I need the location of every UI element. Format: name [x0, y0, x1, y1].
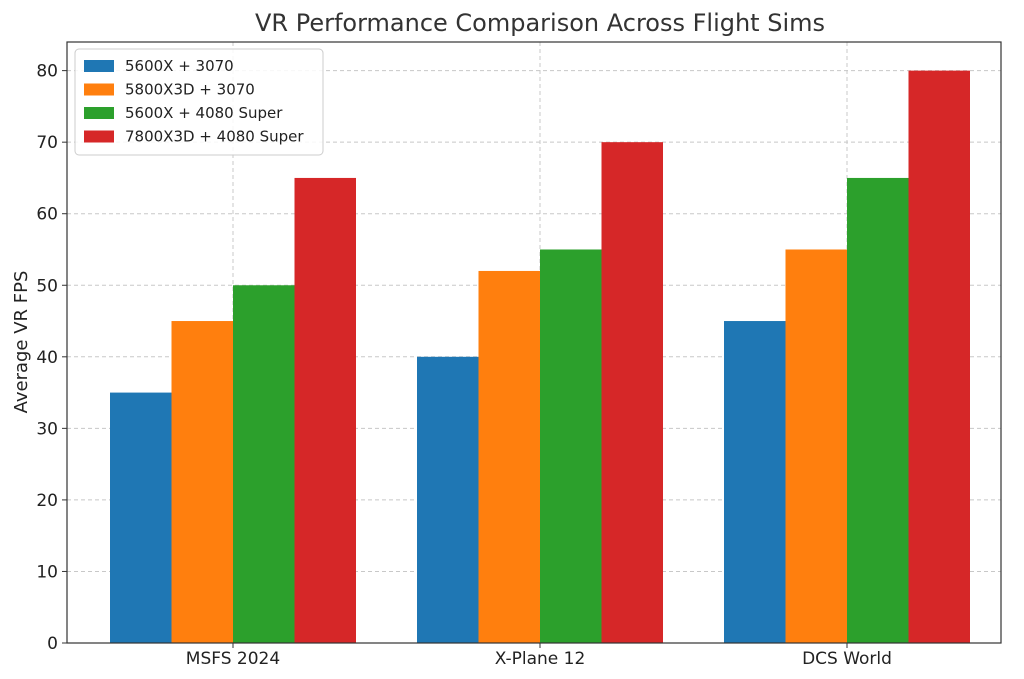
- legend-swatch: [84, 130, 114, 143]
- y-tick-label: 80: [36, 62, 58, 82]
- bar: [110, 392, 172, 643]
- chart-title: VR Performance Comparison Across Flight …: [255, 9, 825, 37]
- legend-swatch: [84, 107, 114, 119]
- bar: [724, 321, 786, 643]
- y-tick-label: 40: [36, 348, 58, 368]
- y-tick-label: 30: [36, 419, 58, 439]
- legend-entry: 5600X + 3070: [125, 57, 234, 75]
- bar: [294, 177, 356, 643]
- y-tick-label: 20: [36, 491, 58, 511]
- y-tick-label: 70: [36, 133, 58, 153]
- bar: [540, 249, 602, 643]
- legend-entry: 7800X3D + 4080 Super: [125, 128, 304, 146]
- bar: [478, 270, 540, 643]
- legend-entry: 5800X3D + 3070: [125, 81, 255, 99]
- x-tick-label: DCS World: [802, 649, 892, 669]
- bar: [171, 321, 233, 643]
- x-tick-label: MSFS 2024: [186, 649, 280, 669]
- legend-entry: 5600X + 4080 Super: [125, 104, 283, 122]
- y-tick-label: 10: [36, 562, 58, 582]
- y-tick-label: 0: [47, 634, 58, 654]
- bars-layer: [110, 70, 970, 644]
- x-tick-label: X-Plane 12: [495, 649, 586, 669]
- y-tick-label: 60: [36, 205, 58, 225]
- legend-swatch: [84, 60, 114, 72]
- bar: [601, 142, 663, 643]
- bar: [908, 70, 970, 644]
- plot-frame: [66, 41, 1002, 644]
- bar: [847, 177, 909, 643]
- y-tick-label: 50: [36, 276, 58, 296]
- y-axis-label: Average VR FPS: [11, 271, 32, 414]
- legend-swatch: [84, 83, 114, 96]
- legend: 5600X + 3070 5800X3D + 3070 5600X + 4080 S…: [74, 48, 324, 156]
- bar: [417, 356, 479, 643]
- bar: [785, 249, 847, 643]
- axis-layer: 0 10 20 30 40 50 60 70 80 MSFS 2024 X-Plane 12 DCS …: [36, 41, 1002, 669]
- bar: [233, 285, 295, 643]
- legend-box: [74, 48, 324, 156]
